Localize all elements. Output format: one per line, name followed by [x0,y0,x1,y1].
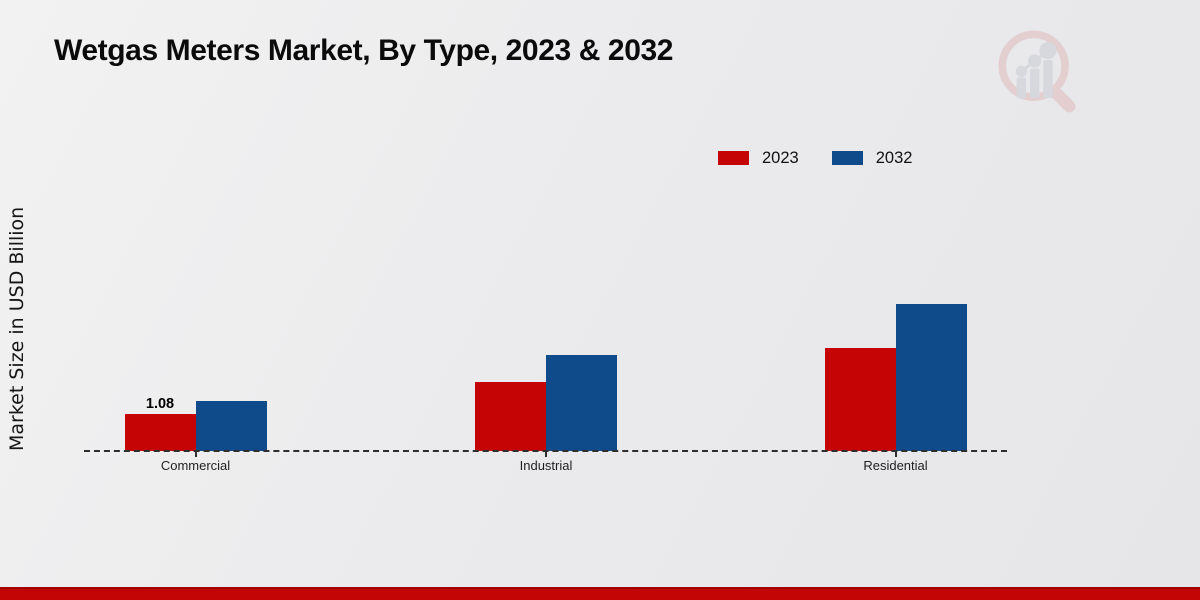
bar-2023-industrial [475,382,546,451]
category-label-commercial: Commercial [160,458,231,473]
bar-2032-industrial [546,355,617,451]
legend-swatch-2032 [831,151,863,165]
x-axis-tick-residential [894,451,897,457]
category-label-industrial: Industrial [519,458,573,473]
legend: 2023 2032 [718,146,912,170]
chart-title: Wetgas Meters Market, By Type, 2023 & 20… [54,34,674,67]
bar-2023-commercial [124,414,196,451]
legend-label-2023: 2023 [762,148,799,167]
footer-red-band [0,587,1200,600]
category-label-residential: Residential [863,458,928,473]
market-research-future-logo-watermark [998,30,1076,113]
x-axis-tick-commercial [194,451,197,457]
legend-swatch-2023 [718,151,749,165]
x-axis-tick-industrial [545,451,547,457]
bar-2023-residential [824,348,896,451]
value-label-2023-commercial: 1.08 [145,396,175,412]
legend-label-2032: 2032 [875,148,913,167]
bar-2032-commercial [195,401,267,451]
bar-2032-residential [895,304,967,451]
